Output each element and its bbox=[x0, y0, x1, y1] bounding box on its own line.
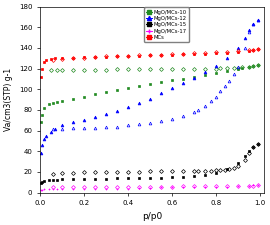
Y-axis label: Va/cm3(STP) g-1: Va/cm3(STP) g-1 bbox=[4, 68, 13, 131]
X-axis label: p/p0: p/p0 bbox=[142, 212, 162, 221]
Legend: MgO/MCs-10, MgO/MCs-12, MgO/MCs-15, MgO/MCs-17, MCs: MgO/MCs-10, MgO/MCs-12, MgO/MCs-15, MgO/… bbox=[143, 7, 189, 42]
